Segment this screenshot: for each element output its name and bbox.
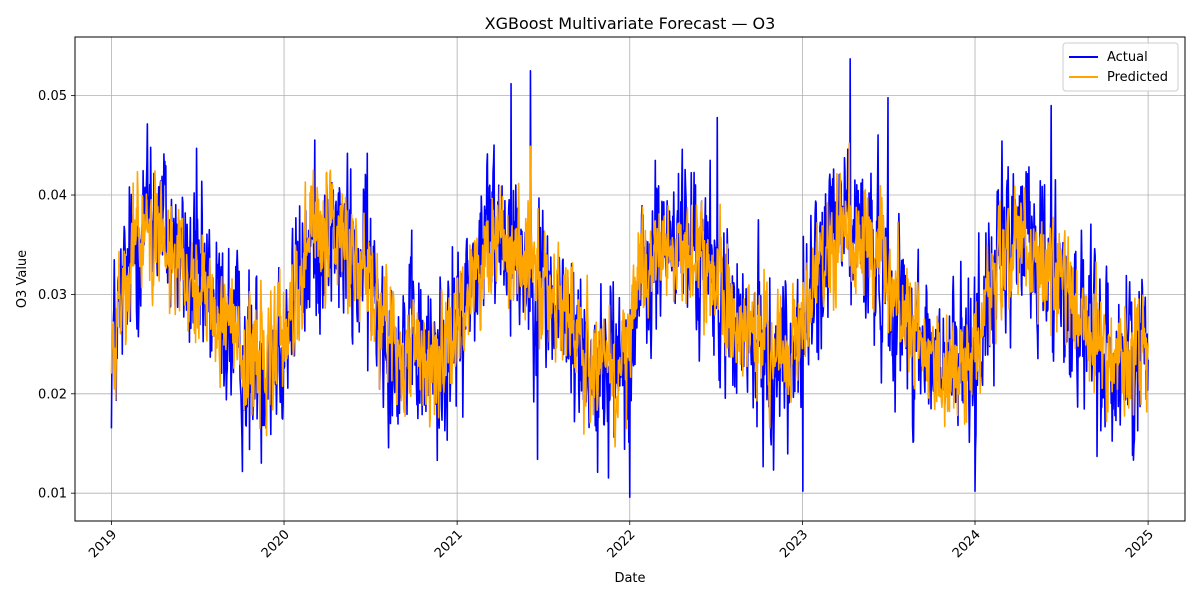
legend-label-predicted: Predicted — [1107, 70, 1168, 85]
x-tick-label: 2024 — [950, 527, 984, 561]
y-axis: 0.01 0.02 0.03 0.04 0.05 — [38, 89, 75, 502]
chart-title: XGBoost Multivariate Forecast — O3 — [485, 14, 776, 33]
legend-label-actual: Actual — [1107, 50, 1148, 65]
x-tick-label: 2019 — [86, 527, 120, 561]
legend-box — [1062, 42, 1179, 92]
y-axis-label: O3 Value — [15, 250, 30, 308]
x-tick-label: 2023 — [777, 527, 811, 561]
x-tick-label: 2022 — [605, 527, 639, 561]
x-axis: 2019 2020 2021 2022 2023 2024 2025 — [86, 521, 1157, 561]
series-layer — [110, 58, 1149, 498]
y-tick-label: 0.03 — [38, 288, 67, 303]
y-tick-label: 0.02 — [38, 387, 67, 402]
series-line-actual — [110, 58, 1149, 498]
x-tick-label: 2025 — [1123, 527, 1157, 561]
x-axis-label: Date — [614, 571, 645, 586]
x-tick-label: 2020 — [259, 527, 293, 561]
series-line-predicted — [110, 142, 1149, 448]
y-tick-label: 0.05 — [38, 89, 67, 104]
y-tick-label: 0.04 — [38, 189, 67, 204]
x-tick-label: 2021 — [432, 527, 466, 561]
legend: Actual Predicted — [1062, 42, 1179, 92]
y-tick-label: 0.01 — [38, 487, 67, 502]
